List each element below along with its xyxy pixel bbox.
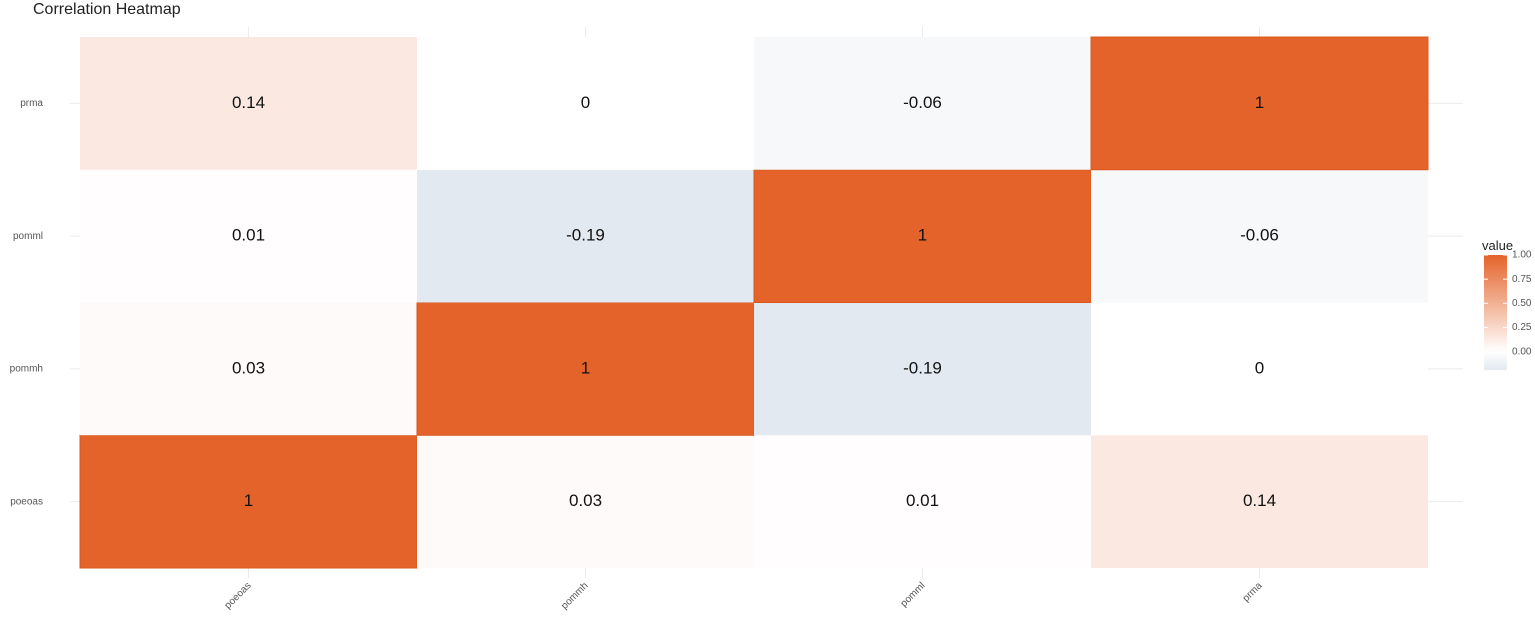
cell-label: -0.06 [903,93,942,112]
heatmap-cell [754,302,1091,436]
cell-label: 0.01 [906,491,939,510]
heatmap-cell [753,169,1092,303]
legend-tick-label: 0.75 [1512,274,1532,285]
heatmap-cell [1091,169,1428,303]
cell-label: 0.03 [232,358,265,377]
heatmap-cell [417,169,754,303]
x-tick-label: pommh [559,580,590,611]
legend-colorbar [1484,255,1507,370]
cell-label: 1 [244,491,253,510]
heatmap-cell [1091,302,1428,436]
heatmap-cell [754,37,1091,170]
cell-label: 0.14 [232,93,265,112]
cell-label: 1 [1255,93,1264,112]
x-tick-label: pomml [899,580,928,609]
heatmap-cell [1091,435,1428,568]
legend-tick-label: 1.00 [1512,250,1532,261]
y-tick-label: pommh [10,364,43,375]
legend-tick-label: 0.00 [1512,346,1532,357]
heatmap-cell [416,302,755,436]
cell-label: 0 [581,93,590,112]
heatmap-cell [754,435,1091,568]
legend-tick-label: 0.50 [1512,298,1532,309]
heatmap-cell [417,435,754,568]
chart-title: Correlation Heatmap [33,1,181,18]
heatmap-cell [80,302,417,436]
cell-label: -0.19 [903,358,942,377]
y-tick-label: poeoas [10,496,43,507]
heatmap-cell [1090,36,1429,171]
legend-tick-label: 0.25 [1512,322,1532,333]
heatmap-cell [417,37,754,170]
x-tick-label: poeoas [223,580,254,611]
heatmap-cell [80,169,417,303]
heatmap-cell [79,434,418,569]
cell-label: 1 [918,226,927,245]
y-tick-label: pomml [13,231,43,242]
y-tick-label: prma [20,98,43,109]
cell-label: 1 [581,358,590,377]
x-tick-label: prma [1241,580,1265,604]
heatmap-cell [80,37,417,170]
cell-label: 0.14 [1243,491,1276,510]
cell-label: 0.03 [569,491,602,510]
cell-label: 0 [1255,358,1264,377]
cell-label: 0.01 [232,226,265,245]
cell-label: -0.06 [1240,226,1279,245]
cell-label: -0.19 [566,226,605,245]
legend-title: value [1482,238,1513,253]
